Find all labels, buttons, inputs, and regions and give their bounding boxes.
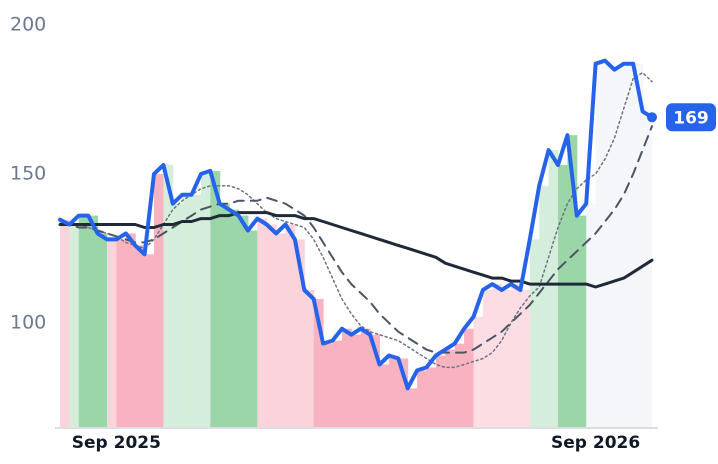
regime-band bbox=[304, 290, 315, 427]
regime-band bbox=[247, 230, 258, 427]
regime-band bbox=[266, 224, 277, 427]
regime-band bbox=[482, 290, 493, 427]
regime-band bbox=[285, 224, 296, 427]
regime-band bbox=[633, 63, 644, 427]
regime-band bbox=[558, 164, 568, 427]
regime-band bbox=[407, 388, 418, 427]
regime-band bbox=[153, 173, 164, 427]
regime-band bbox=[595, 63, 606, 427]
regime-band bbox=[182, 194, 193, 427]
regime-band bbox=[492, 284, 503, 427]
regime-band bbox=[520, 290, 531, 427]
regime-band bbox=[623, 63, 634, 427]
regime-band bbox=[576, 215, 587, 427]
regime-band bbox=[388, 355, 399, 427]
regime-band bbox=[69, 224, 80, 427]
regime-band bbox=[135, 245, 146, 427]
y-tick-label: 200 bbox=[10, 14, 46, 36]
value-badge bbox=[666, 103, 716, 132]
regime-band bbox=[60, 219, 70, 427]
series-line bbox=[58, 58, 654, 391]
regime-band bbox=[464, 328, 474, 427]
regime-band bbox=[614, 69, 625, 428]
regime-band bbox=[529, 239, 540, 427]
regime-band bbox=[341, 328, 352, 427]
regime-band bbox=[172, 203, 183, 427]
regime-band bbox=[501, 290, 512, 427]
regime-band bbox=[294, 239, 305, 427]
regime-band bbox=[398, 358, 409, 427]
regime-band bbox=[238, 215, 249, 427]
regime-band bbox=[257, 218, 268, 427]
x-tick-label: Sep 2025 bbox=[72, 433, 161, 453]
regime-band bbox=[539, 185, 550, 427]
regime-band bbox=[360, 328, 371, 427]
regime-band bbox=[511, 284, 521, 427]
regime-band bbox=[144, 254, 155, 427]
series-line bbox=[59, 71, 653, 369]
regime-band bbox=[116, 239, 127, 427]
regime-band bbox=[332, 340, 343, 427]
regime-band bbox=[379, 364, 390, 427]
regime-band bbox=[106, 239, 117, 427]
regime-band bbox=[454, 343, 465, 427]
regime-band bbox=[229, 209, 240, 427]
series-line bbox=[59, 125, 653, 354]
regime-band bbox=[200, 173, 211, 427]
regime-band bbox=[445, 349, 456, 427]
value-badge-label: 169 bbox=[673, 108, 709, 128]
x-tick-label: Sep 2026 bbox=[551, 433, 640, 453]
regime-band bbox=[163, 164, 174, 427]
regime-band bbox=[88, 215, 99, 427]
end-point bbox=[647, 112, 657, 123]
regime-band bbox=[586, 203, 597, 427]
regime-band bbox=[548, 150, 559, 428]
regime-band bbox=[642, 111, 653, 427]
regime-band bbox=[370, 334, 380, 427]
y-tick-label: 100 bbox=[10, 311, 46, 333]
regime-band bbox=[191, 194, 202, 427]
regime-band bbox=[605, 60, 615, 427]
regime-band bbox=[351, 334, 362, 427]
regime-band bbox=[426, 367, 437, 427]
regime-band bbox=[210, 170, 221, 427]
series-line bbox=[58, 211, 654, 289]
regime-band bbox=[313, 298, 324, 427]
regime-band bbox=[97, 233, 108, 427]
regime-band bbox=[473, 316, 484, 427]
regime-band bbox=[435, 355, 446, 427]
regime-band bbox=[417, 370, 427, 427]
regime-band bbox=[567, 135, 578, 427]
regime-band bbox=[125, 233, 136, 427]
y-tick-label: 150 bbox=[10, 162, 46, 184]
regime-band bbox=[323, 343, 334, 427]
regime-band bbox=[78, 215, 89, 427]
regime-band bbox=[219, 203, 230, 427]
regime-band bbox=[276, 233, 287, 427]
